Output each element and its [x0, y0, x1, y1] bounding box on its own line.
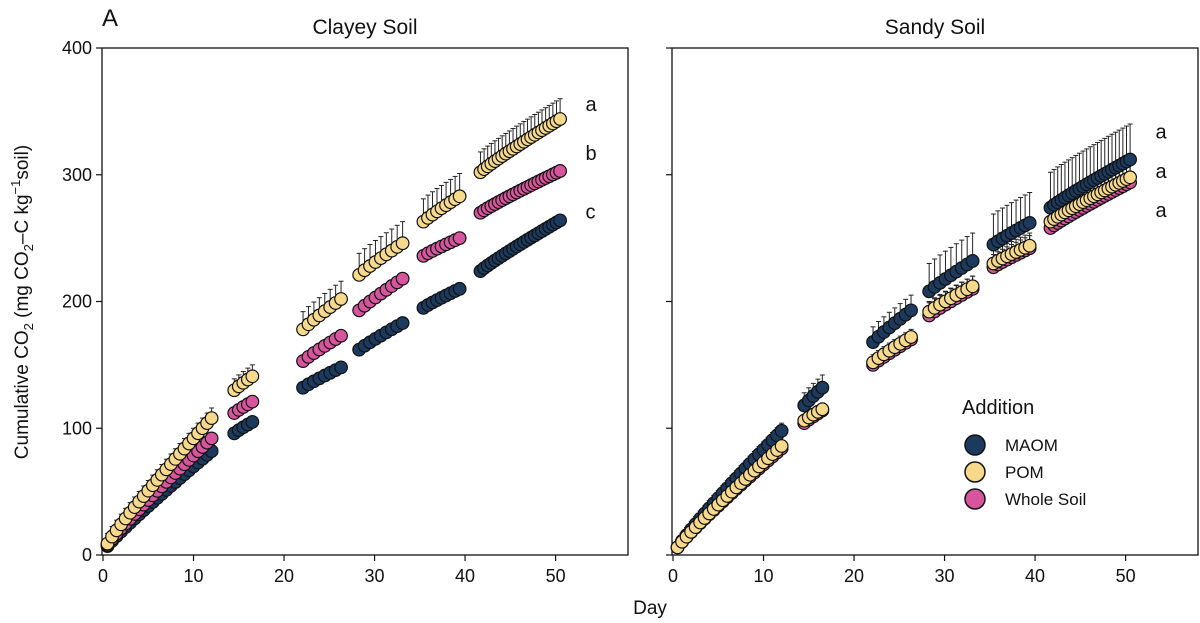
significance-letter: a	[1155, 200, 1167, 222]
point-maom	[904, 303, 918, 318]
x-tick-label: 10	[184, 566, 204, 586]
legend-label-pom: POM	[1005, 463, 1044, 482]
point-maom	[334, 360, 348, 375]
y-tick-label: 400	[62, 38, 92, 58]
x-tick-label: 40	[455, 566, 475, 586]
point-pom	[1022, 238, 1037, 253]
point-whole-soil	[334, 328, 348, 343]
legend-marker-pom	[964, 461, 986, 483]
point-pom	[553, 112, 568, 126]
legend: Addition MAOM POM Whole Soil	[962, 397, 1086, 510]
point-pom	[1123, 170, 1138, 185]
point-maom	[553, 213, 568, 228]
significance-letter: a	[585, 94, 597, 116]
point-pom	[395, 236, 410, 251]
panel-title: Clayey Soil	[312, 16, 417, 39]
point-pom	[815, 402, 830, 417]
x-axis-label: Day	[633, 598, 667, 619]
panel-title: Sandy Soil	[885, 16, 985, 39]
y-tick-label: 0	[82, 545, 92, 565]
point-maom	[1022, 216, 1037, 230]
legend-marker-maom	[964, 434, 986, 456]
point-whole-soil	[452, 231, 467, 246]
legend-marker-whole-soil	[964, 488, 986, 510]
x-tick-label: 50	[1116, 566, 1136, 586]
point-maom	[1123, 152, 1138, 167]
point-maom	[965, 254, 980, 268]
point-whole-soil	[395, 271, 410, 286]
x-tick-label: 20	[844, 566, 864, 586]
point-pom	[965, 279, 980, 294]
point-maom	[815, 380, 830, 395]
point-maom	[774, 423, 789, 438]
y-tick-label: 100	[62, 418, 92, 438]
point-pom	[204, 411, 219, 426]
significance-letter: c	[585, 202, 595, 224]
panel-label: A	[102, 5, 118, 32]
point-maom	[245, 415, 260, 429]
legend-title: Addition	[962, 397, 1034, 419]
significance-letter: a	[1155, 161, 1167, 183]
point-whole-soil	[204, 431, 219, 446]
significance-letter: a	[1155, 122, 1167, 144]
x-tick-label: 40	[1025, 566, 1045, 586]
point-pom	[245, 369, 260, 384]
x-tick-label: 30	[365, 566, 385, 586]
point-maom	[452, 281, 467, 296]
point-whole-soil	[245, 394, 260, 409]
point-pom	[334, 292, 348, 306]
point-pom	[904, 330, 918, 344]
x-tick-label: 30	[935, 566, 955, 586]
point-pom	[774, 439, 789, 453]
point-whole-soil	[553, 164, 568, 178]
y-tick-label: 300	[62, 165, 92, 185]
x-tick-label: 0	[98, 566, 108, 586]
panel-clayey-soil: Clayey Soil 0 10 20 30 40 50 0 100 200 300 400 a b c	[62, 16, 629, 586]
legend-label-whole-soil: Whole Soil	[1005, 490, 1086, 509]
legend-label-maom: MAOM	[1005, 436, 1058, 455]
x-tick-label: 20	[274, 566, 294, 586]
point-pom	[452, 189, 467, 204]
point-maom	[395, 316, 410, 330]
x-tick-label: 50	[546, 566, 566, 586]
y-tick-label: 200	[62, 292, 92, 312]
x-tick-label: 10	[754, 566, 774, 586]
x-tick-label: 0	[668, 566, 678, 586]
y-axis-label: Cumulative CO2 (mg CO2–C kg−1soil)	[8, 145, 36, 459]
significance-letter: b	[585, 143, 596, 165]
